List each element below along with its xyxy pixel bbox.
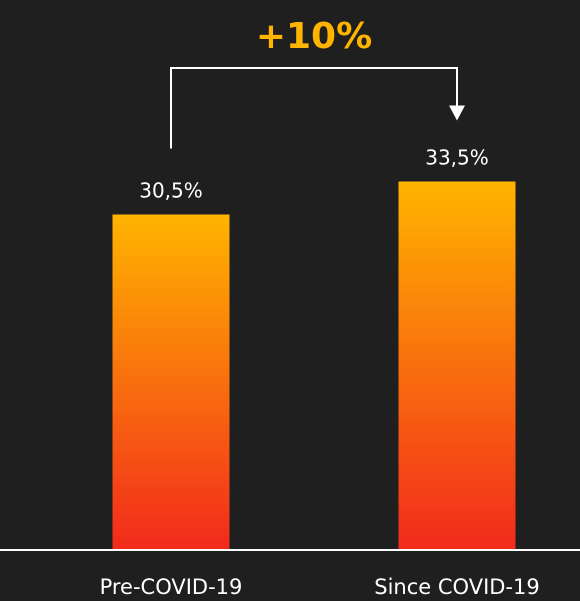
change-connector-line [170, 67, 458, 149]
category-label: Pre-COVID-19 [100, 575, 243, 599]
category-label: Since COVID-19 [374, 575, 539, 599]
bar-value-label: 30,5% [139, 179, 203, 203]
bar-pre-covid [112, 214, 230, 550]
bar-value-label: 33,5% [425, 146, 489, 170]
bar-since-covid [398, 181, 516, 550]
percent-change-label: +10% [256, 16, 372, 57]
arrow-down-icon [449, 105, 465, 121]
